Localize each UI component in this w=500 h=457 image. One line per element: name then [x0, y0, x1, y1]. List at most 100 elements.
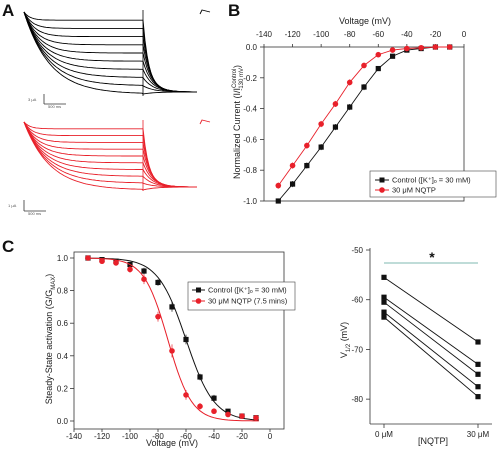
current-trace [23, 11, 197, 93]
activation-legend: Control ([K⁺]ₒ = 30 mM) 30 μM NQTP (7.5 … [187, 281, 296, 311]
iv-point [289, 181, 296, 187]
iv-point [375, 65, 381, 72]
iv-y-tick-label: -0.2 [243, 74, 257, 83]
current-trace [23, 11, 197, 93]
iv-point [347, 104, 353, 110]
iv-legend: Control ([K⁺]ₒ = 30 mM) 30 μM NQTP [369, 170, 497, 198]
vhalf-axes: -50 -60 -70 -80 0 μM 30 μM [351, 246, 492, 439]
activation-point [197, 403, 203, 410]
iv-marks [275, 44, 453, 204]
iv-point [418, 44, 424, 51]
activation-plot-frame [73, 251, 285, 430]
iv-point [432, 44, 439, 50]
iv-x-tick-label: -40 [401, 30, 413, 39]
activation-point [239, 413, 245, 419]
panel-label-b: B [228, 1, 240, 20]
iv-x-tick-label: -60 [373, 30, 385, 39]
activation-axes: -140 -120 -100 -80 -60 -40 -20 0 0.0 0.2 0.4 0.6 0.8… [57, 251, 285, 441]
current-trace [199, 119, 211, 125]
activation-point [141, 268, 147, 274]
vhalf-pair-line [383, 276, 479, 343]
vhalf-y-tick-label: -70 [351, 345, 363, 354]
activation-point [253, 414, 259, 421]
iv-axes: -140 -120 -100 -80 -60 -40 -20 0 0.0 -0.2 -0.4 -0.6… [243, 30, 467, 206]
vhalf-point [381, 299, 387, 305]
iv-point [304, 162, 310, 169]
panel-label-c: C [2, 237, 14, 256]
activation-x-tick-label: -120 [94, 432, 111, 441]
vhalf-pair-line [383, 296, 479, 365]
iv-y-tick-label: -0.6 [243, 135, 257, 144]
activation-point [197, 374, 203, 380]
vhalf-point [381, 274, 387, 280]
vhalf-point [381, 294, 387, 300]
iv-point [361, 62, 367, 69]
activation-x-tick-label: 0 [268, 432, 273, 441]
activation-point [225, 411, 231, 418]
current-trace [23, 11, 198, 93]
iv-x-tick-label: -140 [256, 30, 273, 39]
iv-point [346, 79, 353, 86]
current-trace [23, 11, 197, 93]
vhalf-y-tick-label: -60 [351, 296, 363, 305]
iv-point [375, 51, 382, 58]
current-trace [23, 11, 197, 95]
iv-point [275, 182, 282, 189]
vhalf-x-tick-label: 0 μM [375, 430, 393, 439]
vhalf-y-tick-label: -50 [351, 246, 363, 255]
vhalf-point [475, 384, 481, 390]
current-trace [23, 121, 197, 188]
activation-y-tick-label: 0.8 [57, 287, 69, 296]
iv-point [332, 124, 339, 130]
iv-x-tick-label: -20 [430, 30, 442, 39]
vhalf-marks [381, 262, 481, 400]
scale-bar-top-x-label: 500 ms [48, 104, 61, 109]
iv-point [289, 162, 296, 169]
scale-bar-bottom: 1 μA 500 ms [8, 200, 46, 216]
activation-x-tick-label: -20 [236, 432, 248, 441]
current-trace [23, 11, 198, 93]
activation-point [225, 408, 231, 414]
iv-x-tick-label: -120 [285, 30, 302, 39]
iv-point [318, 144, 324, 150]
activation-point [183, 392, 189, 398]
vhalf-pair-line [383, 301, 479, 375]
scale-bar-bottom-y-label: 1 μA [8, 203, 17, 208]
activation-point [169, 348, 175, 354]
scale-bar-top: 3 μA 500 ms [28, 94, 66, 109]
iv-point [304, 142, 310, 149]
chart-vhalf: -50 -60 -70 -80 0 μM 30 μM [NQTP] V1/2 (mV) * [339, 246, 492, 446]
iv-y-axis-label: Normalized Current (I/IControl-130 mV) [232, 65, 245, 179]
current-trace [23, 121, 197, 188]
current-traces-nqtp [23, 119, 211, 191]
current-trace [23, 11, 197, 93]
activation-point [113, 260, 119, 266]
iv-point [389, 47, 396, 53]
iv-x-tick-label: -100 [313, 30, 330, 39]
vhalf-y-axis-label: V1/2 (mV) [339, 322, 352, 358]
iv-point [389, 53, 396, 59]
current-trace [23, 121, 197, 188]
vhalf-x-axis-label: [NQTP] [418, 436, 448, 446]
activation-point [211, 408, 217, 415]
activation-y-tick-label: 0.6 [57, 319, 69, 328]
current-trace [23, 121, 197, 188]
activation-x-tick-label: -60 [180, 432, 192, 441]
iv-point [446, 44, 453, 50]
current-trace [199, 9, 211, 15]
vhalf-y-tick-label: -80 [351, 395, 363, 404]
iv-legend-nqtp: 30 μM NQTP [392, 186, 436, 195]
iv-y-tick-label: -1.0 [243, 197, 257, 206]
iv-y-tick-label: -0.4 [243, 105, 257, 114]
iv-legend-control: Control ([K⁺]ₒ = 30 mM) [392, 176, 471, 185]
iv-x-tick-label: -80 [344, 30, 356, 39]
current-trace [23, 121, 197, 188]
scale-bar-top-y-label: 3 μA [28, 97, 37, 102]
activation-point [211, 395, 217, 401]
iv-plot-frame [263, 46, 465, 202]
chart-iv: -140 -120 -100 -80 -60 -40 -20 0 0.0 -0.2 -0.4 -0.6… [232, 16, 497, 206]
current-trace [23, 11, 197, 93]
iv-y-tick-label: 0.0 [246, 43, 258, 52]
vhalf-point [475, 371, 481, 377]
